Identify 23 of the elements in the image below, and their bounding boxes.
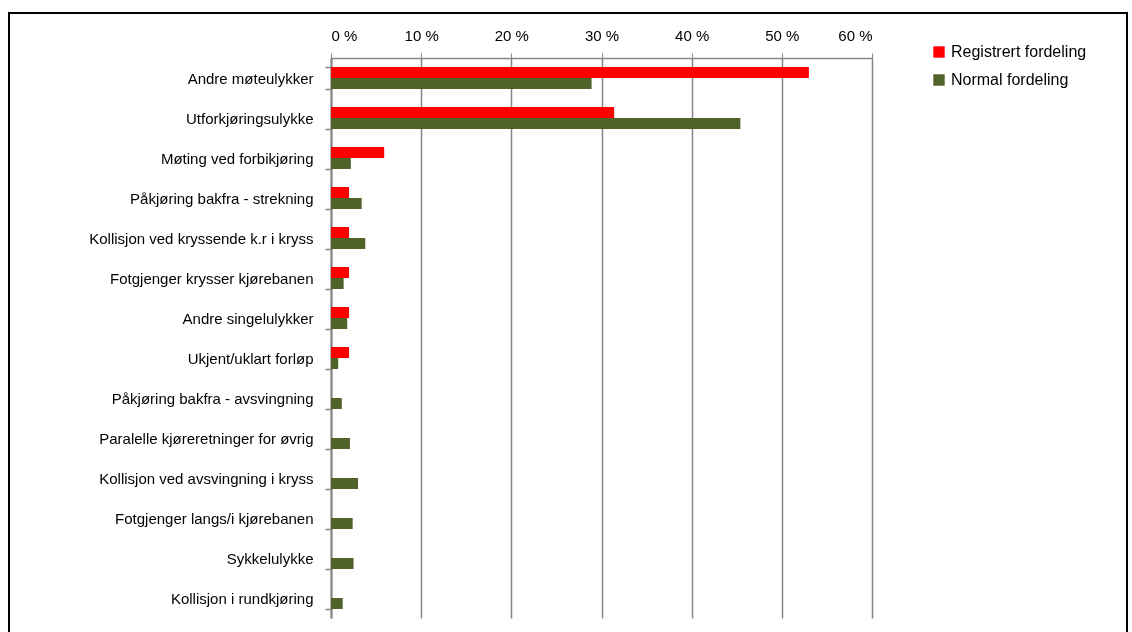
y-tick-label: Andre singelulykker xyxy=(182,309,314,327)
y-tick-label: Kollisjon i rundkjøring xyxy=(170,589,314,607)
y-tick-label: Fotgjenger langs/i kjørebanen xyxy=(115,509,314,527)
y-tick-label: Møting ved forbikjøring xyxy=(160,149,314,167)
y-tick-label: Kollisjon ved kryssende k.r i kryss xyxy=(89,229,314,247)
x-tick-label: 20 % xyxy=(494,26,529,44)
y-tick-label: Påkjøring bakfra - strekning xyxy=(130,189,314,207)
y-tick-label: Ukjent/uklart forløp xyxy=(187,349,314,367)
y-tick-label: Sykkelulykke xyxy=(226,549,314,567)
legend-label: Registrert fordeling xyxy=(951,43,1087,60)
x-tick-label: 60 % xyxy=(838,26,873,44)
y-tick-label: Kollisjon ved avsvingning i kryss xyxy=(99,469,314,487)
y-tick-label: Fotgjenger krysser kjørebanen xyxy=(110,269,314,287)
x-tick-label: 10 % xyxy=(404,26,439,44)
x-tick-label: 50 % xyxy=(765,26,800,44)
y-tick-label: Utforkjøringsulykke xyxy=(185,109,314,127)
x-tick-label: 30 % xyxy=(584,26,620,44)
x-tick-label: 0 % xyxy=(331,26,358,44)
y-tick-label: Paralelle kjøreretninger for øvrig xyxy=(99,429,314,447)
y-tick-label: Andre møteulykker xyxy=(187,69,314,87)
legend-label: Normal fordeling xyxy=(951,71,1069,88)
x-tick-label: 40 % xyxy=(675,26,710,44)
y-tick-label: Påkjøring bakfra - avsvingning xyxy=(111,389,314,407)
